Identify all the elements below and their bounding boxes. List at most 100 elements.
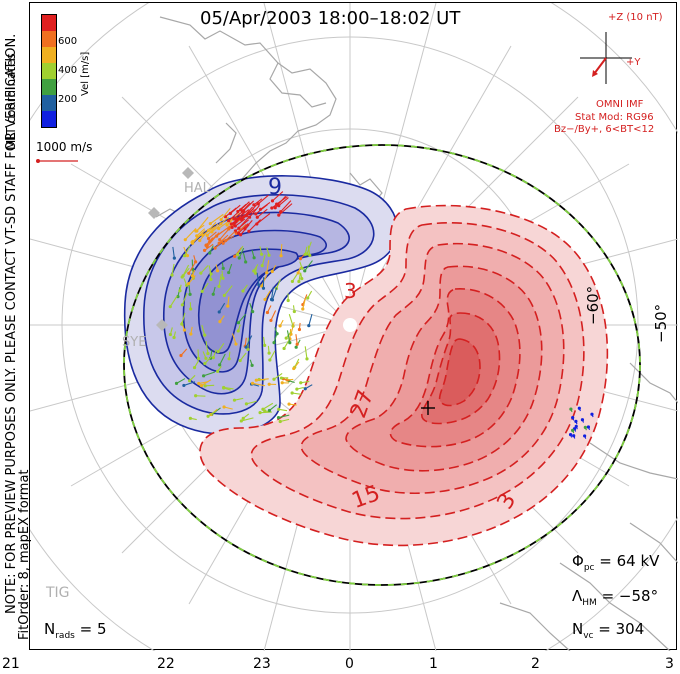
velocity-vector bbox=[280, 200, 292, 213]
velocity-vector bbox=[307, 290, 313, 299]
velocity-vector bbox=[194, 360, 200, 368]
velocity-vector bbox=[256, 208, 268, 218]
velocity-vector bbox=[189, 374, 196, 382]
mlt-tick-21: 21 bbox=[2, 656, 20, 672]
colorbar-tick-600: 600 bbox=[58, 36, 78, 47]
velocity-vector bbox=[578, 408, 581, 412]
radar-count: Nrads = 5 bbox=[44, 620, 107, 641]
velocity-vector bbox=[201, 379, 212, 387]
velocity-vector bbox=[280, 418, 290, 423]
colorbar-cell bbox=[42, 79, 56, 95]
velocity-vector bbox=[212, 349, 217, 358]
map-title: 05/Apr/2003 18:00–18:02 UT bbox=[200, 8, 461, 29]
velocity-vector bbox=[256, 213, 271, 225]
vector-count: Nvc = 304 bbox=[572, 620, 645, 641]
velocity-vector bbox=[215, 264, 219, 271]
velocity-vector bbox=[190, 417, 197, 421]
velocity-vector bbox=[219, 353, 226, 366]
velocity-vector bbox=[182, 264, 190, 276]
velocity-vector bbox=[572, 417, 575, 421]
mlt-tick-1: 1 bbox=[429, 656, 438, 672]
velocity-vector bbox=[241, 417, 254, 422]
velocity-vector bbox=[193, 255, 197, 262]
velocity-vector bbox=[217, 365, 222, 372]
velocity-vector bbox=[202, 351, 207, 359]
velocity-vector bbox=[180, 348, 188, 356]
velocity-vector bbox=[228, 263, 233, 273]
velocity-vector bbox=[279, 319, 284, 327]
colorbar-cell bbox=[42, 63, 56, 79]
velocity-vector bbox=[261, 254, 266, 266]
velocity-vector bbox=[203, 371, 216, 377]
velocity-vector bbox=[587, 426, 591, 430]
velocity-vector bbox=[260, 202, 271, 210]
velocity-vector bbox=[249, 302, 254, 312]
velocity-vector bbox=[171, 263, 175, 276]
velocity-vector bbox=[581, 419, 585, 423]
velocity-vector bbox=[290, 321, 295, 335]
velocity-vector bbox=[286, 330, 291, 343]
cross-polar-potential: Φpc = 64 kV bbox=[572, 552, 660, 573]
velocity-vector bbox=[201, 282, 209, 292]
velocity-vector bbox=[574, 428, 577, 432]
velocity-vector bbox=[253, 198, 263, 206]
velocity-vector bbox=[264, 290, 271, 300]
velocity-vector bbox=[211, 224, 221, 233]
velocity-vector bbox=[205, 340, 209, 354]
velocity-vector bbox=[169, 295, 178, 307]
velocity-vector bbox=[257, 194, 269, 205]
velocity-vector bbox=[227, 296, 230, 307]
velocity-vector bbox=[212, 286, 216, 295]
velocity-vector bbox=[179, 284, 182, 291]
velocity-vector bbox=[253, 264, 259, 272]
colorbar-cell bbox=[42, 47, 56, 63]
colorbar-label: Vel [m/s] bbox=[80, 51, 91, 96]
velocity-vector bbox=[241, 208, 257, 221]
vector-origin bbox=[211, 292, 215, 296]
mlt-tick-3: 3 bbox=[665, 656, 674, 672]
velocity-vector bbox=[220, 207, 231, 220]
velocity-vector bbox=[575, 421, 578, 425]
colorbar-cell bbox=[42, 95, 56, 111]
velocity-vector bbox=[195, 224, 205, 232]
latitude-label-60: −60° bbox=[584, 285, 602, 325]
vector-origin bbox=[276, 415, 281, 420]
velocity-vector bbox=[238, 247, 245, 259]
velocity-vector bbox=[223, 387, 231, 391]
velocity-vector bbox=[245, 335, 253, 348]
velocity-vector bbox=[262, 402, 274, 410]
velocity-vector bbox=[176, 378, 186, 384]
velocity-vector bbox=[216, 226, 230, 237]
velocity-vector bbox=[261, 274, 268, 287]
velocity-vector bbox=[280, 244, 283, 256]
velocity-vector bbox=[304, 260, 313, 272]
velocity-vector bbox=[308, 313, 313, 326]
vector-origin bbox=[168, 332, 173, 337]
velocity-vector bbox=[295, 334, 298, 345]
mlt-tick-0: 0 bbox=[345, 656, 354, 672]
vector-origin bbox=[217, 284, 221, 288]
velocity-vector bbox=[246, 203, 258, 217]
polar-convection-map bbox=[30, 3, 678, 651]
velocity-vector bbox=[197, 349, 200, 359]
velocity-vector bbox=[300, 272, 303, 279]
velocity-vector bbox=[233, 211, 245, 224]
vector-origin bbox=[250, 381, 255, 385]
imf-source: OMNI IMF bbox=[596, 99, 644, 110]
vector-origin bbox=[258, 411, 262, 415]
station-label-tig: TIG bbox=[46, 585, 70, 601]
velocity-vector bbox=[173, 331, 176, 338]
positive-potential-cell bbox=[199, 204, 609, 547]
vector-origin bbox=[189, 332, 193, 336]
velocity-vector bbox=[573, 435, 576, 439]
colorbar-tick-200: 200 bbox=[58, 94, 78, 105]
velocity-vector bbox=[208, 221, 217, 231]
vector-origin bbox=[172, 335, 176, 340]
vector-origin bbox=[254, 378, 258, 382]
velocity-vector bbox=[299, 261, 303, 269]
velocity-vector bbox=[292, 305, 295, 312]
velocity-vector bbox=[239, 352, 247, 361]
velocity-vector bbox=[302, 298, 306, 310]
velocity-vector bbox=[219, 315, 225, 322]
mlt-tick-23: 23 bbox=[253, 656, 271, 672]
